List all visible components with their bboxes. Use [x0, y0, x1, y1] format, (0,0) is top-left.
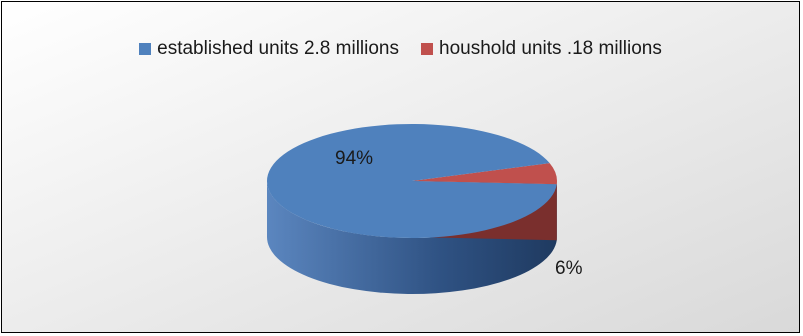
legend-label-houshold: houshold units .18 millions	[439, 38, 662, 59]
data-label-houshold: 6%	[555, 258, 583, 279]
legend-label-established: established units 2.8 millions	[157, 38, 399, 59]
pie-slice-established	[267, 123, 557, 238]
legend-swatch-established	[139, 43, 152, 55]
legend-item-houshold: houshold units .18 millions	[421, 38, 662, 60]
legend-swatch-houshold	[421, 43, 433, 55]
legend-item-established: established units 2.8 millions	[139, 38, 399, 60]
pie-slice-houshold	[412, 163, 557, 185]
pie-side-established	[267, 181, 557, 295]
data-label-established: 94%	[335, 148, 374, 169]
legend: established units 2.8 millions houshold …	[0, 38, 801, 60]
